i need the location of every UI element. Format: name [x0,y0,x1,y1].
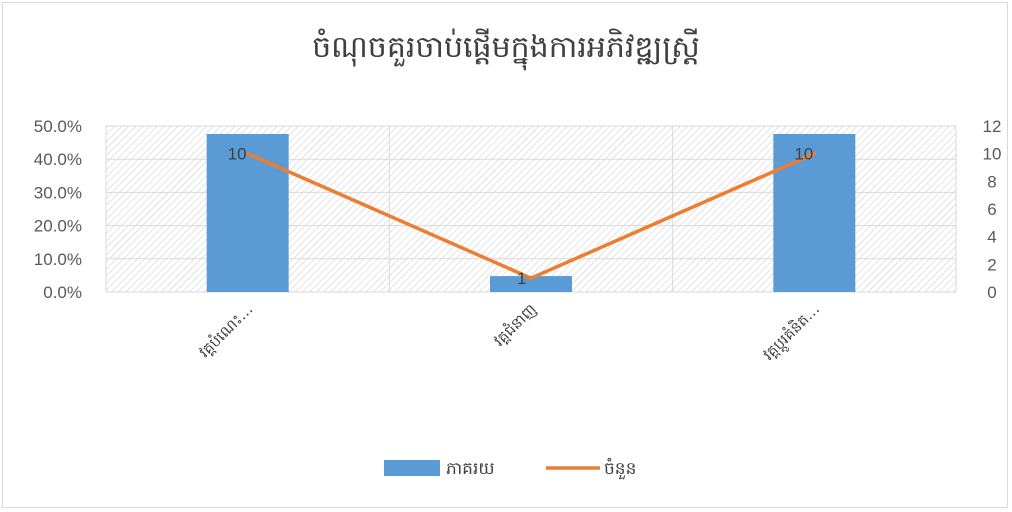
bar [773,133,856,292]
category-label: វគ្គជំនាញ [489,299,539,349]
right-tick-label: 0 [987,283,996,302]
chart-title: ចំណុចគួរចាប់ផ្តើមក្នុងការអភិវឌ្ឍស្ត្រី [312,30,700,65]
right-tick-label: 4 [987,228,996,247]
right-tick-label: 6 [987,200,996,219]
left-tick-label: 30.0% [34,183,82,202]
left-tick-label: 50.0% [34,117,82,136]
left-tick-label: 0.0% [43,283,82,302]
right-tick-label: 12 [983,117,1002,136]
data-label: 1 [517,269,526,288]
legend: ភាគរយ ចំនួន [384,457,636,480]
line-path [245,151,817,280]
right-tick-label: 10 [983,145,1002,164]
left-tick-label: 10.0% [34,250,82,269]
data-label: 10 [794,145,813,164]
category-label: វគ្គប្តូរគំនិត… [759,299,826,366]
right-axis-ticks: 0 2 4 6 8 10 12 [983,117,1002,302]
category-labels: វគ្គបំណេះ… វគ្គជំនាញ វគ្គប្តូរគំនិត… [195,299,826,366]
data-label: 10 [228,145,247,164]
right-tick-label: 8 [987,172,996,191]
left-tick-label: 40.0% [34,150,82,169]
bar [206,133,289,292]
category-label: វគ្គបំណេះ… [195,299,257,361]
left-axis-ticks: 0.0% 10.0% 20.0% 30.0% 40.0% 50.0% [34,117,82,302]
legend-label-bar: ភាគរយ [446,459,495,479]
right-tick-label: 2 [987,255,996,274]
legend-swatch-bar [384,460,440,476]
left-tick-label: 20.0% [34,217,82,236]
bar-series [206,133,856,292]
legend-label-line: ចំនួន [604,457,636,480]
line-series: 10 1 10 [228,145,817,288]
bar [490,276,572,292]
